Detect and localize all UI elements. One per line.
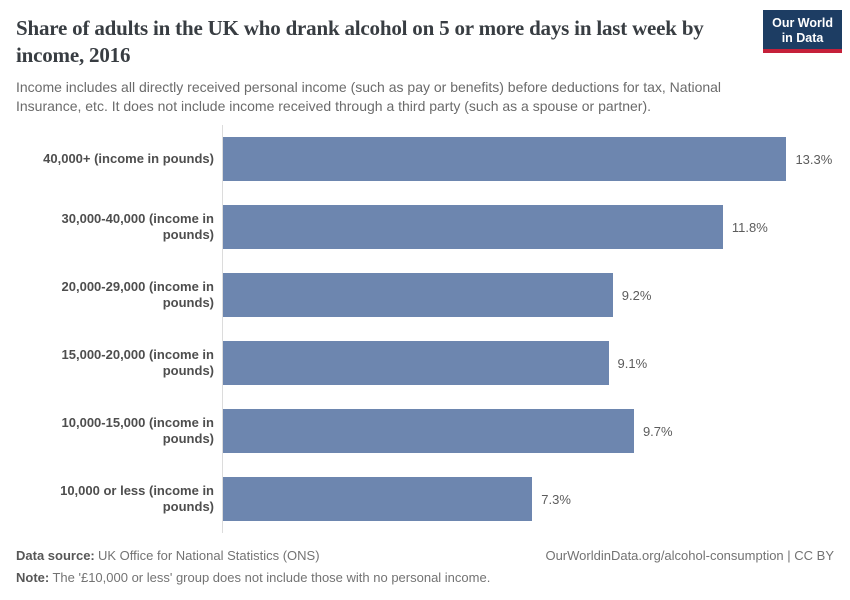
- value-label: 11.8%: [731, 219, 768, 235]
- chart-subtitle: Income includes all directly received pe…: [16, 79, 722, 114]
- bar-track: 9.1%: [222, 329, 850, 397]
- bar-chart: 40,000+ (income in pounds) 13.3% 30,000-…: [16, 125, 850, 533]
- category-label: 10,000-15,000 (income in pounds): [61, 414, 214, 446]
- category-label: 40,000+ (income in pounds): [43, 150, 214, 166]
- value-label: 13.3%: [795, 151, 833, 167]
- owid-logo-line2: in Data: [781, 30, 824, 45]
- category-label: 15,000-20,000 (income in pounds): [61, 346, 214, 378]
- bar[interactable]: [223, 341, 609, 385]
- owid-logo-line1: Our World: [772, 16, 833, 30]
- note-text: The '£10,000 or less' group does not inc…: [52, 570, 491, 585]
- bar[interactable]: [223, 137, 787, 181]
- bar-row: 40,000+ (income in pounds) 13.3%: [16, 125, 850, 193]
- chart-header: Share of adults in the UK who drank alco…: [16, 15, 750, 116]
- bar-row: 10,000-15,000 (income in pounds) 9.7%: [16, 397, 850, 465]
- bar[interactable]: [223, 205, 723, 249]
- bar[interactable]: [223, 273, 613, 317]
- chart-title: Share of adults in the UK who drank alco…: [16, 16, 704, 67]
- chart-footer: Data source: UK Office for National Stati…: [16, 547, 834, 587]
- bar-row: 30,000-40,000 (income in pounds) 11.8%: [16, 193, 850, 261]
- bar-track: 11.8%: [222, 193, 850, 261]
- bar-row: 10,000 or less (income in pounds) 7.3%: [16, 465, 850, 533]
- owid-attribution-link[interactable]: OurWorldinData.org/alcohol-consumption |…: [545, 548, 834, 563]
- data-source-text: UK Office for National Statistics (ONS): [98, 548, 320, 563]
- data-source: Data source: UK Office for National Stati…: [16, 547, 320, 565]
- owid-logo[interactable]: Our World in Data: [763, 10, 842, 53]
- bar[interactable]: [223, 409, 634, 453]
- value-label: 7.3%: [541, 491, 571, 507]
- value-label: 9.2%: [621, 287, 652, 303]
- bar-track: 13.3%: [222, 125, 850, 193]
- bar-track: 9.7%: [222, 397, 850, 465]
- bar-row: 20,000-29,000 (income in pounds) 9.2%: [16, 261, 850, 329]
- category-label: 30,000-40,000 (income in pounds): [61, 210, 214, 242]
- bar-track: 9.2%: [222, 261, 850, 329]
- data-source-label: Data source:: [16, 548, 95, 563]
- category-label: 10,000 or less (income in pounds): [60, 482, 214, 514]
- chart-note: Note: The '£10,000 or less' group does no…: [16, 569, 834, 587]
- category-label: 20,000-29,000 (income in pounds): [61, 278, 214, 310]
- bar-track: 7.3%: [222, 465, 850, 533]
- bar-row: 15,000-20,000 (income in pounds) 9.1%: [16, 329, 850, 397]
- bar-chart-rows: 40,000+ (income in pounds) 13.3% 30,000-…: [16, 125, 850, 533]
- note-label: Note:: [16, 570, 50, 585]
- bar[interactable]: [223, 477, 533, 521]
- value-label: 9.1%: [617, 355, 648, 371]
- value-label: 9.7%: [642, 423, 673, 439]
